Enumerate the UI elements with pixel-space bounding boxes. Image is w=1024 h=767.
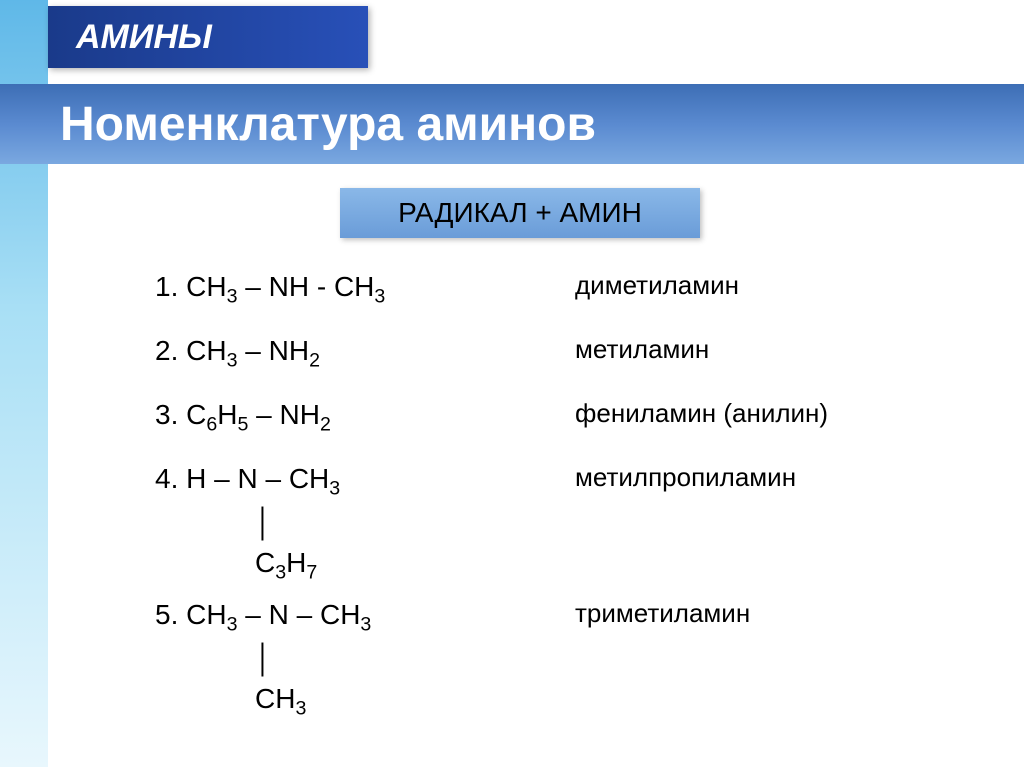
formula-main: 4. H – N – CH3 bbox=[155, 460, 575, 502]
formula: 1. CH3 – NH - CH3 bbox=[155, 268, 575, 310]
formula-rule-box: РАДИКАЛ + АМИН bbox=[340, 188, 700, 238]
list-item: 4. H – N – CH3│C3H7метилпропиламин bbox=[155, 460, 975, 586]
title-banner: АМИНЫ bbox=[48, 6, 368, 68]
list-item: 2. CH3 – NH2метиламин bbox=[155, 332, 975, 374]
formula-subline: │ bbox=[155, 640, 575, 678]
formula-main: 3. C6H5 – NH2 bbox=[155, 396, 575, 438]
formula-main: 2. CH3 – NH2 bbox=[155, 332, 575, 374]
list-item: 5. CH3 – N – CH3│CH3триметиламин bbox=[155, 596, 975, 722]
compound-name: диметиламин bbox=[575, 268, 739, 301]
content-list: 1. CH3 – NH - CH3диметиламин2. CH3 – NH2… bbox=[155, 268, 975, 732]
subtitle-text: Номенклатура аминов bbox=[60, 97, 596, 152]
formula: 2. CH3 – NH2 bbox=[155, 332, 575, 374]
formula: 3. C6H5 – NH2 bbox=[155, 396, 575, 438]
compound-name: метилпропиламин bbox=[575, 460, 796, 493]
formula-main: 1. CH3 – NH - CH3 bbox=[155, 268, 575, 310]
list-item: 3. C6H5 – NH2фениламин (анилин) bbox=[155, 396, 975, 438]
formula-subline: │ bbox=[155, 504, 575, 542]
formula: 4. H – N – CH3│C3H7 bbox=[155, 460, 575, 586]
subtitle-banner: Номенклатура аминов bbox=[0, 84, 1024, 164]
formula-rule-text: РАДИКАЛ + АМИН bbox=[398, 197, 642, 229]
title-text: АМИНЫ bbox=[76, 18, 212, 57]
formula-subline: CH3 bbox=[155, 680, 575, 722]
compound-name: фениламин (анилин) bbox=[575, 396, 828, 429]
compound-name: триметиламин bbox=[575, 596, 750, 629]
formula-subline: C3H7 bbox=[155, 544, 575, 586]
compound-name: метиламин bbox=[575, 332, 709, 365]
formula: 5. CH3 – N – CH3│CH3 bbox=[155, 596, 575, 722]
list-item: 1. CH3 – NH - CH3диметиламин bbox=[155, 268, 975, 310]
formula-main: 5. CH3 – N – CH3 bbox=[155, 596, 575, 638]
